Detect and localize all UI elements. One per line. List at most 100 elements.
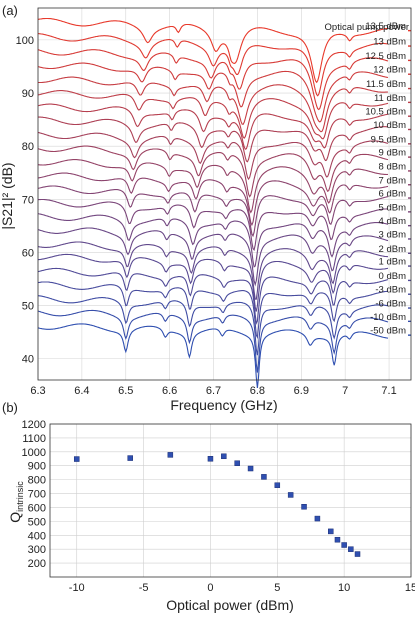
series-line <box>37 62 389 123</box>
x-tick-label: 6.8 <box>250 385 265 397</box>
x-tick-label: 7.1 <box>381 385 396 397</box>
series-label: 10 dBm <box>373 120 406 131</box>
y-axis-label-a: |S21|² (dB) <box>0 162 15 229</box>
series-line <box>37 213 389 268</box>
y-tick-label: 300 <box>28 544 46 556</box>
series-line <box>37 33 389 97</box>
axes-frame-b <box>49 423 412 578</box>
series-line <box>37 49 389 111</box>
series-line <box>37 227 389 287</box>
series-label: 5 dBm <box>379 202 407 213</box>
y-tick-label: 600 <box>28 502 46 514</box>
x-tick-labels-b: -10 -5 0 5 10 15 <box>69 582 415 594</box>
data-point <box>261 474 267 480</box>
panel-a-label: (a) <box>2 3 18 18</box>
series-label: 4 dBm <box>379 216 407 227</box>
series-label: 8 dBm <box>379 161 407 172</box>
data-point <box>341 542 347 548</box>
series-line <box>37 253 389 312</box>
data-point <box>274 482 281 488</box>
x-tick-labels-a: 6.3 6.4 6.5 6.6 6.7 6.8 6.9 7 7.1 <box>30 385 396 397</box>
y-tick-label: 400 <box>28 530 46 542</box>
series-line <box>37 295 389 356</box>
y-axis-label-b: Qintrinsic <box>7 481 25 523</box>
x-axis-label-a: Frequency (GHz) <box>170 397 277 413</box>
y-tick-label: 100 <box>16 35 34 47</box>
series-label: 13.5 dBm <box>365 21 406 32</box>
y-tick-label: 50 <box>22 301 34 313</box>
grid-a <box>37 8 411 380</box>
series-line <box>37 309 389 373</box>
series-line <box>37 198 389 251</box>
series-line <box>37 90 389 140</box>
x-tick-label: 6.7 <box>206 385 221 397</box>
x-tick-label: 6.3 <box>30 385 45 397</box>
x-tick-label: 6.4 <box>74 385 89 397</box>
series-label: 0 dBm <box>379 271 407 282</box>
y-tick-label: 60 <box>22 247 34 259</box>
series-label: -3 dBm <box>375 285 406 296</box>
data-point <box>328 528 334 535</box>
data-point <box>221 453 227 460</box>
y-tick-label: 200 <box>28 558 46 570</box>
points-b <box>73 452 361 557</box>
y-tick-label: 700 <box>28 489 46 501</box>
series-line <box>37 267 389 326</box>
series-label: 1 dBm <box>379 257 407 268</box>
series-label: -10 dBm <box>370 312 406 323</box>
series-labels-a: 13.5 dBm 13 dBm 12.5 dBm 12 dBm 11.5 dBm 11 d… <box>365 21 411 337</box>
x-tick-label: 15 <box>405 582 415 594</box>
x-tick-label: 6.5 <box>118 385 133 397</box>
series-label: 10.5 dBm <box>365 107 406 118</box>
series-line <box>37 17 389 84</box>
series-line <box>38 116 389 163</box>
y-tick-label: 40 <box>22 354 34 366</box>
x-tick-label: 7 <box>342 385 348 397</box>
x-axis-label-b: Optical power (dBm) <box>166 597 294 613</box>
series-line <box>37 103 389 150</box>
data-point <box>207 456 214 462</box>
series-label: 6 dBm <box>379 189 407 200</box>
data-point <box>354 551 361 557</box>
series-label: 9 dBm <box>379 148 407 159</box>
y-tick-labels-a: 40 50 60 70 80 90 100 <box>16 35 34 366</box>
series-label: -50 dBm <box>370 326 406 337</box>
data-point <box>314 515 321 522</box>
data-point <box>334 536 341 543</box>
data-point <box>301 504 307 510</box>
series-line <box>37 185 389 238</box>
series-label: 13 dBm <box>373 37 406 48</box>
series-label: 11 dBm <box>374 93 406 104</box>
series-line <box>37 145 389 198</box>
series-label: 7 dBm <box>379 175 407 186</box>
x-tick-label: 6.9 <box>294 385 309 397</box>
y-tick-label: 80 <box>22 141 34 153</box>
series-label: 12.5 dBm <box>365 51 406 62</box>
axes-frame-a <box>37 7 412 381</box>
y-tick-label: 1000 <box>22 447 46 459</box>
series-line <box>37 159 389 214</box>
x-tick-label: 0 <box>207 582 213 594</box>
series-label: 2 dBm <box>379 244 407 255</box>
data-point <box>287 492 294 498</box>
y-tick-label: 70 <box>22 194 34 206</box>
data-point <box>247 465 254 472</box>
series-label: 3 dBm <box>379 229 407 240</box>
data-point <box>167 452 174 458</box>
x-tick-label: -10 <box>69 582 85 594</box>
data-point <box>234 460 240 466</box>
x-tick-label: 6.6 <box>162 385 177 397</box>
series-line <box>37 241 389 300</box>
x-tick-label: 10 <box>338 582 350 594</box>
curves-a <box>37 17 389 389</box>
y-tick-label: 90 <box>22 88 34 100</box>
data-point <box>127 455 133 461</box>
y-tick-label: 500 <box>28 516 46 528</box>
series-line <box>37 281 389 339</box>
series-line <box>37 172 389 227</box>
plot-a: 13.5 dBm 13 dBm 12.5 dBm 12 dBm 11.5 dBm 11 d… <box>0 7 412 413</box>
data-point <box>73 456 80 462</box>
series-label: 11.5 dBm <box>366 79 406 90</box>
